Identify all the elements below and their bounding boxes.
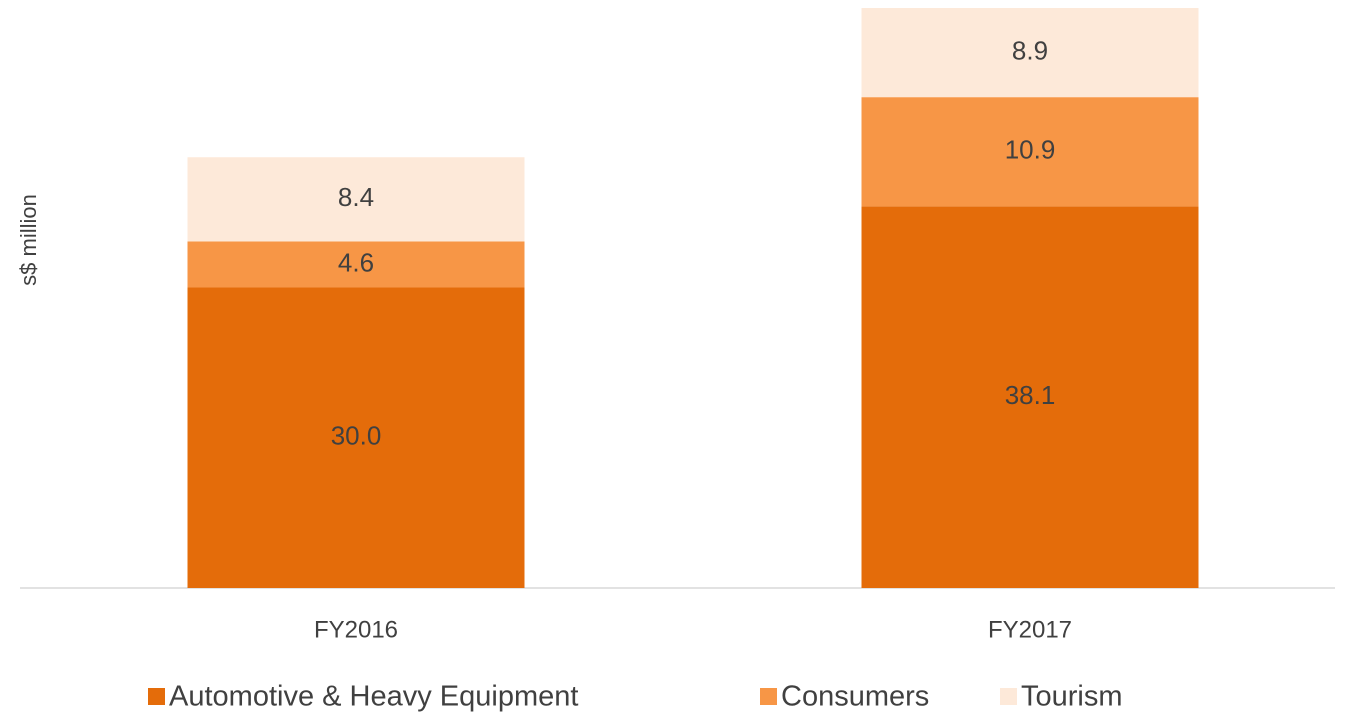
data-label: 8.4 <box>338 182 374 212</box>
bar-segment <box>187 287 525 588</box>
y-axis-label: s$ million <box>16 194 41 286</box>
data-label: 4.6 <box>338 247 374 277</box>
bar-segment <box>861 206 1199 588</box>
legend-label: Tourism <box>1021 681 1123 713</box>
legend-swatch <box>1000 688 1017 705</box>
legend-label: Consumers <box>781 681 929 713</box>
data-label: 8.9 <box>1012 35 1048 65</box>
legend-label: Automotive & Heavy Equipment <box>169 681 578 713</box>
data-label: 10.9 <box>1005 135 1056 165</box>
legend-swatch <box>760 688 777 705</box>
bar-segment <box>861 8 1199 98</box>
bar-segment <box>861 97 1199 207</box>
bar-segment <box>187 157 525 242</box>
data-label: 38.1 <box>1005 380 1056 410</box>
data-label: 30.0 <box>331 421 382 451</box>
bar-segment <box>187 241 525 288</box>
legend-swatch <box>148 688 165 705</box>
x-tick-label: FY2017 <box>988 616 1072 643</box>
x-tick-label: FY2016 <box>314 616 398 643</box>
